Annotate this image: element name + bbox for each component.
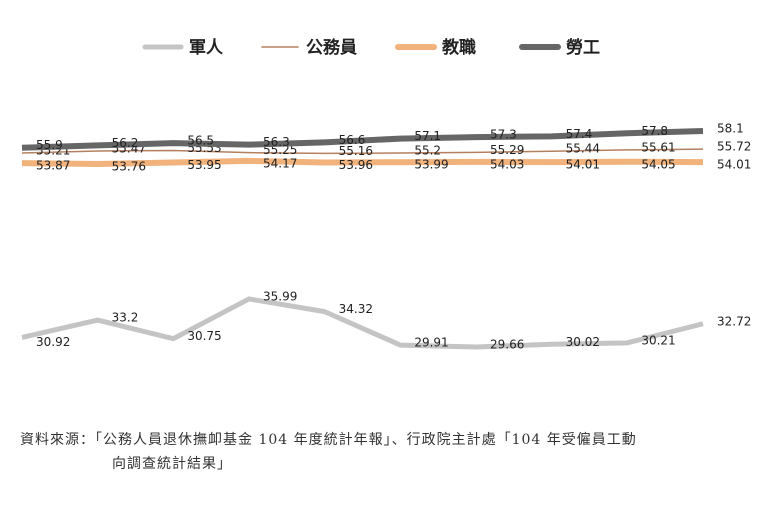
data-label: 54.03 [490, 157, 524, 171]
source-line: 資料來源：「公務人員退休撫卹基金 104 年度統計年報」、行政院主計處「104 … [20, 431, 637, 448]
data-label: 30.21 [641, 333, 675, 347]
data-label: 30.02 [566, 335, 600, 349]
data-label: 53.99 [414, 158, 448, 172]
data-label: 54.01 [566, 158, 600, 172]
data-label: 53.95 [187, 158, 221, 172]
data-label: 34.32 [339, 302, 373, 316]
series-line [21, 157, 704, 167]
series-line [21, 148, 704, 155]
data-label: 33.2 [112, 311, 139, 325]
data-label: 54.05 [641, 157, 675, 171]
legend-label: 軍人 [189, 38, 224, 58]
legend-label: 勞工 [566, 37, 600, 58]
data-label: 57.4 [566, 127, 593, 141]
source-line: 向調查統計結果」 [112, 456, 232, 472]
legend-label: 教職 [441, 37, 476, 58]
data-label: 55.61 [641, 140, 675, 154]
data-label: 55.29 [490, 143, 524, 157]
data-label: 30.75 [187, 329, 221, 343]
series-line [21, 296, 704, 350]
data-label: 57.3 [490, 128, 517, 142]
legend-label: 公務員 [306, 37, 357, 58]
data-label: 35.99 [263, 289, 297, 303]
series-line [21, 128, 704, 151]
data-label: 55.72 [717, 140, 751, 154]
data-label: 53.76 [112, 159, 146, 173]
data-label: 55.16 [339, 144, 373, 158]
data-label: 55.9 [36, 138, 63, 152]
data-label: 55.44 [566, 142, 600, 156]
data-label: 53.96 [339, 158, 373, 172]
data-label: 56.3 [263, 135, 290, 149]
data-label: 56.2 [112, 136, 139, 150]
data-label: 53.87 [36, 159, 70, 173]
data-label: 29.66 [490, 338, 524, 352]
data-label: 54.01 [717, 158, 751, 172]
data-label: 58.1 [717, 122, 744, 136]
data-label: 56.5 [187, 134, 214, 148]
data-label: 29.91 [414, 336, 448, 350]
data-label: 32.72 [717, 314, 751, 328]
data-label: 30.92 [36, 335, 70, 349]
data-label: 55.2 [414, 144, 441, 158]
data-label: 56.6 [339, 133, 366, 147]
data-label: 57.8 [641, 124, 668, 138]
data-label: 57.1 [414, 129, 441, 143]
data-label: 54.17 [263, 156, 297, 170]
